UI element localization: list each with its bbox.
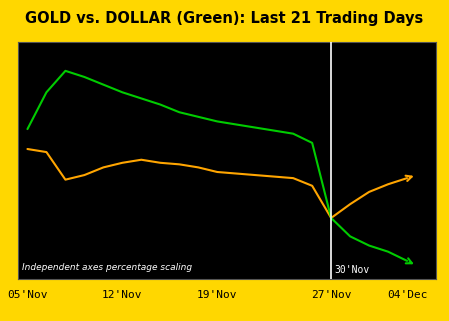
Text: 30'Nov: 30'Nov — [334, 265, 369, 275]
Text: Independent axes percentage scaling: Independent axes percentage scaling — [22, 263, 192, 272]
Text: GOLD vs. DOLLAR (Green): Last 21 Trading Days: GOLD vs. DOLLAR (Green): Last 21 Trading… — [26, 11, 423, 26]
